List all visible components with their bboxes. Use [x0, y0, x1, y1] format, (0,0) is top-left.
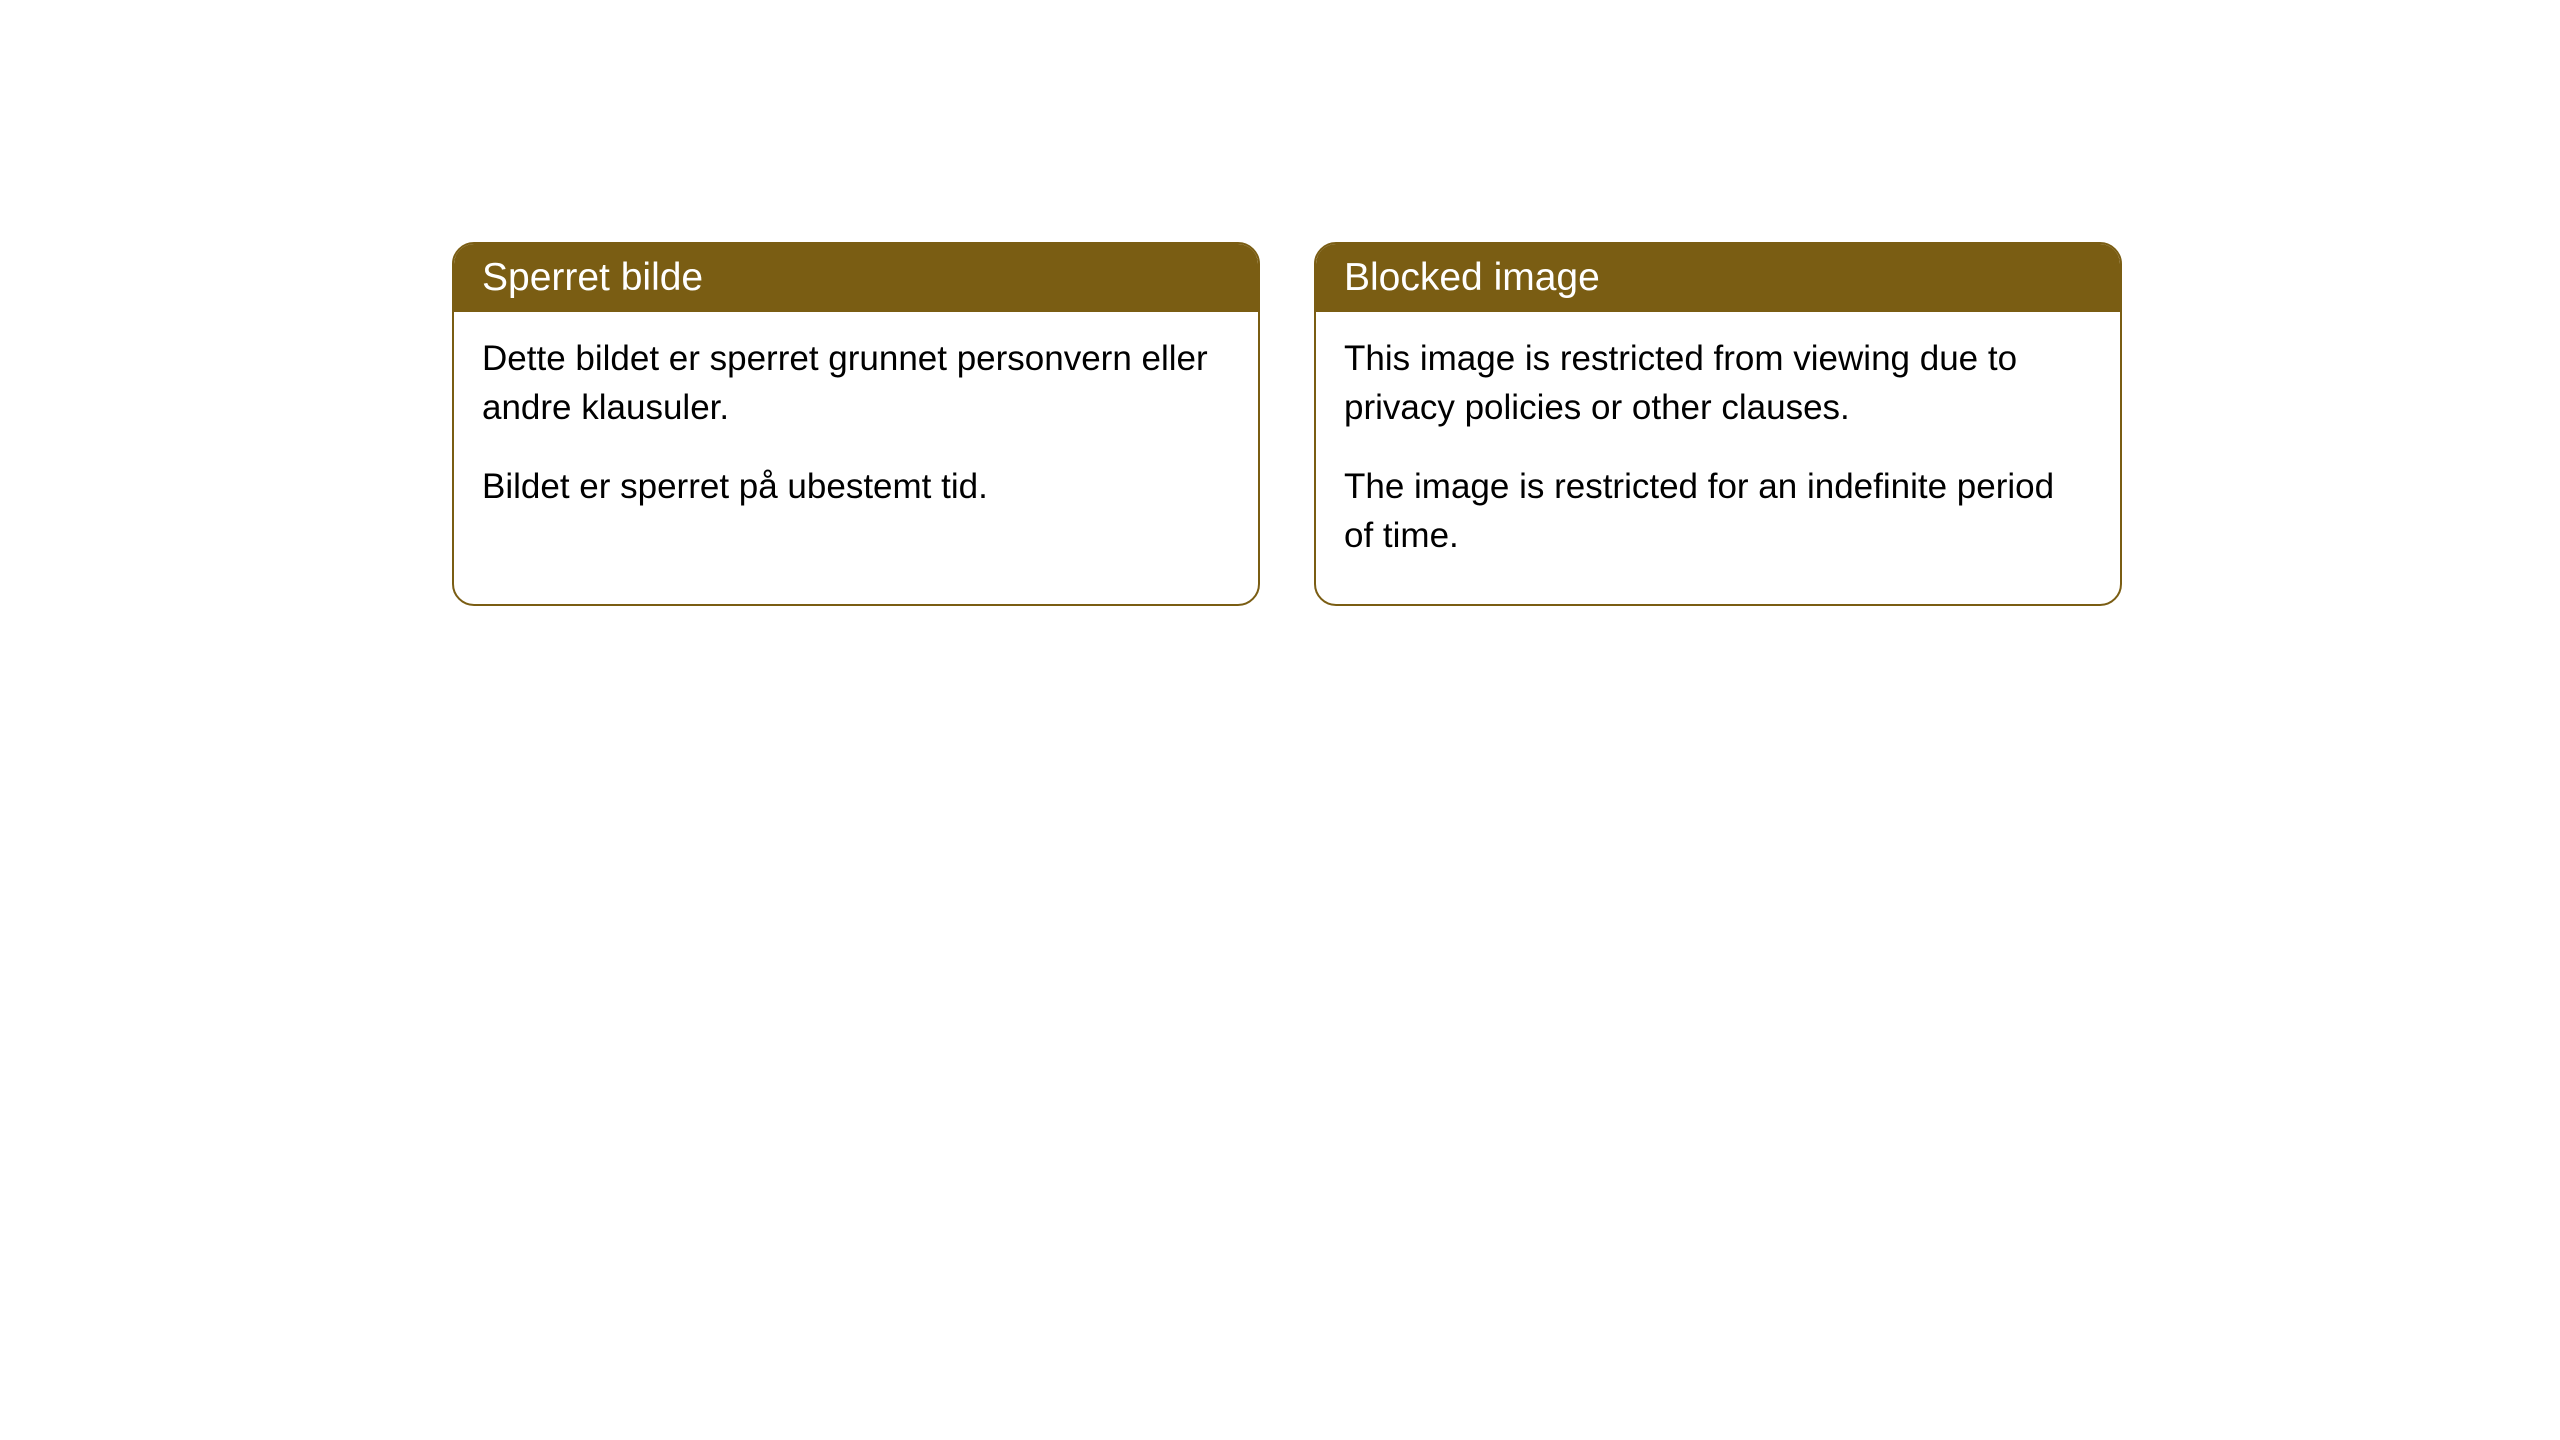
card-header: Sperret bilde: [454, 244, 1258, 312]
notice-card-english: Blocked image This image is restricted f…: [1314, 242, 2122, 606]
card-header: Blocked image: [1316, 244, 2120, 312]
card-paragraph: This image is restricted from viewing du…: [1344, 334, 2092, 432]
card-paragraph: Bildet er sperret på ubestemt tid.: [482, 462, 1230, 511]
notice-card-norwegian: Sperret bilde Dette bildet er sperret gr…: [452, 242, 1260, 606]
card-body: Dette bildet er sperret grunnet personve…: [454, 312, 1258, 555]
card-title: Sperret bilde: [482, 256, 703, 299]
card-body: This image is restricted from viewing du…: [1316, 312, 2120, 604]
card-title: Blocked image: [1344, 256, 1600, 299]
card-paragraph: The image is restricted for an indefinit…: [1344, 462, 2092, 560]
notice-cards-container: Sperret bilde Dette bildet er sperret gr…: [452, 242, 2122, 606]
card-paragraph: Dette bildet er sperret grunnet personve…: [482, 334, 1230, 432]
